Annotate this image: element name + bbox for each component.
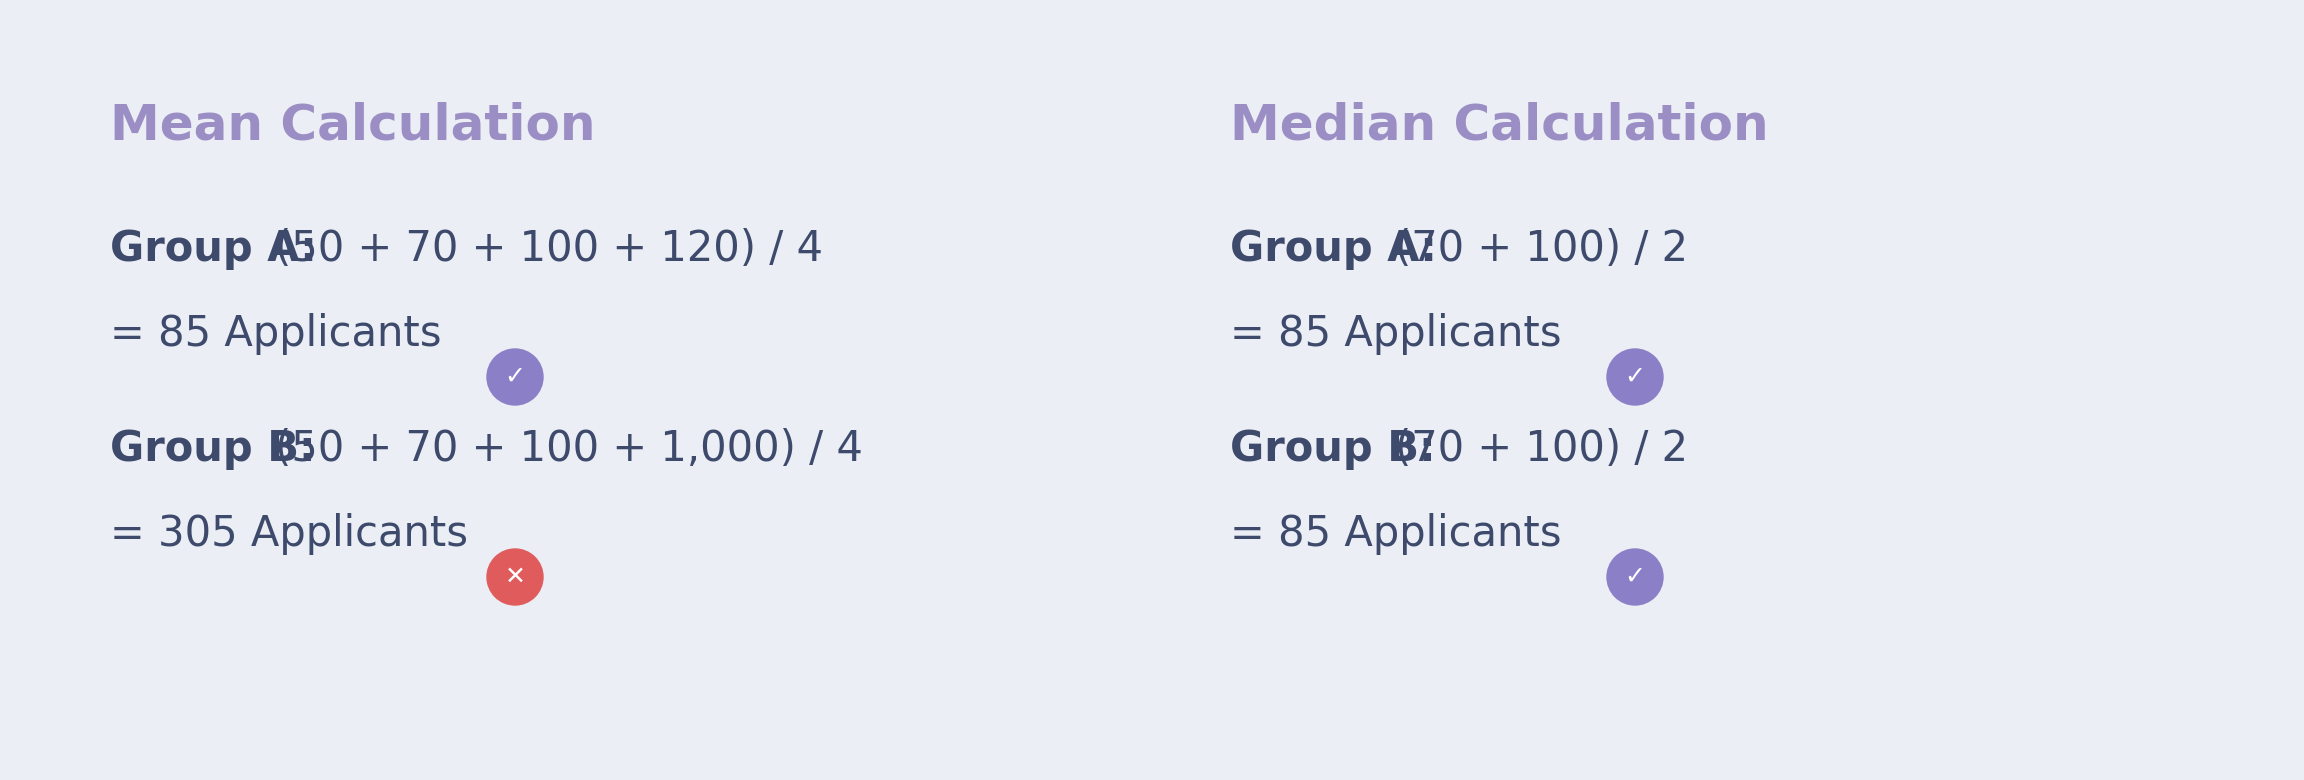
Text: Group B:: Group B:	[1230, 428, 1435, 470]
Text: ✓: ✓	[505, 365, 525, 389]
Text: Group B:: Group B:	[111, 428, 316, 470]
Ellipse shape	[486, 349, 544, 405]
Text: ✕: ✕	[505, 565, 525, 589]
Ellipse shape	[1606, 349, 1663, 405]
Text: = 305 Applicants: = 305 Applicants	[111, 513, 468, 555]
Text: (70 + 100) / 2: (70 + 100) / 2	[1394, 228, 1689, 270]
Text: (50 + 70 + 100 + 120) / 4: (50 + 70 + 100 + 120) / 4	[274, 228, 823, 270]
Ellipse shape	[1606, 549, 1663, 605]
Text: = 85 Applicants: = 85 Applicants	[1230, 513, 1562, 555]
Text: Mean Calculation: Mean Calculation	[111, 102, 594, 150]
Text: ✓: ✓	[1624, 565, 1645, 589]
Text: Group A:: Group A:	[111, 228, 318, 270]
Text: (70 + 100) / 2: (70 + 100) / 2	[1394, 428, 1689, 470]
Ellipse shape	[486, 549, 544, 605]
Text: Median Calculation: Median Calculation	[1230, 102, 1769, 150]
Text: = 85 Applicants: = 85 Applicants	[111, 313, 442, 355]
Text: (50 + 70 + 100 + 1,000) / 4: (50 + 70 + 100 + 1,000) / 4	[274, 428, 864, 470]
Text: = 85 Applicants: = 85 Applicants	[1230, 313, 1562, 355]
Text: Group A:: Group A:	[1230, 228, 1438, 270]
Text: ✓: ✓	[1624, 365, 1645, 389]
